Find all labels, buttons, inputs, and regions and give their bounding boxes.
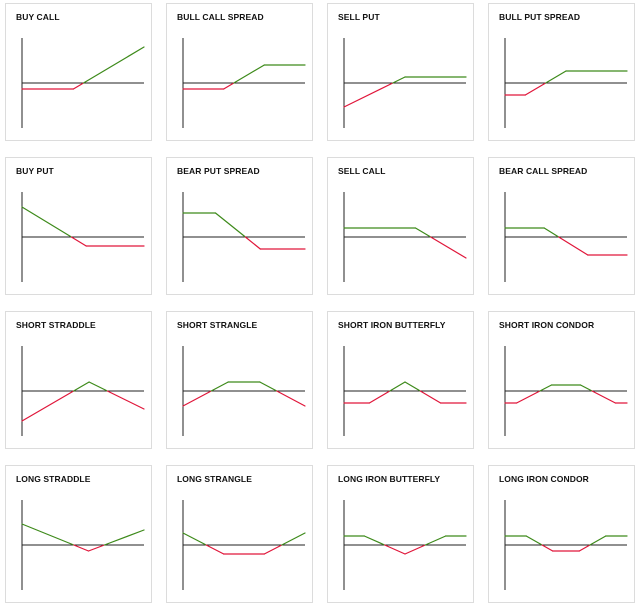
strategy-card-short-strangle[interactable]: SHORT STRANGLE <box>166 311 313 449</box>
payoff-segment-loss <box>430 236 467 259</box>
payoff-segment-loss <box>182 390 212 407</box>
payoff-segment-profit <box>543 227 560 238</box>
strategy-title: BULL CALL SPREAD <box>177 12 264 22</box>
payoff-segment-profit <box>414 227 432 238</box>
strategy-title: SELL PUT <box>338 12 380 22</box>
strategy-title: BEAR PUT SPREAD <box>177 166 260 176</box>
payoff-segment-profit <box>525 535 543 546</box>
strategy-card-short-iron-condor[interactable]: SHORT IRON CONDOR <box>488 311 635 449</box>
payoff-segment-loss <box>384 544 406 555</box>
strategy-card-long-strangle[interactable]: LONG STRANGLE <box>166 465 313 603</box>
payoff-diagram <box>343 38 467 128</box>
payoff-segment-loss <box>87 544 106 552</box>
payoff-segment-profit <box>539 384 553 392</box>
payoff-diagram <box>343 346 467 436</box>
payoff-segment-profit <box>424 535 447 546</box>
payoff-segment-loss <box>72 82 85 90</box>
payoff-diagram <box>21 346 145 436</box>
strategy-card-long-straddle[interactable]: LONG STRADDLE <box>5 465 152 603</box>
strategy-card-buy-call[interactable]: BUY CALL <box>5 3 152 141</box>
payoff-diagram <box>182 38 306 128</box>
payoff-segment-loss <box>21 390 75 422</box>
payoff-segment-loss <box>516 390 541 404</box>
strategy-title: SHORT STRADDLE <box>16 320 96 330</box>
strategy-title: SHORT IRON BUTTERFLY <box>338 320 446 330</box>
strategy-card-bear-put-spread[interactable]: BEAR PUT SPREAD <box>166 157 313 295</box>
payoff-segment-loss <box>541 544 554 552</box>
payoff-segment-loss <box>106 390 145 410</box>
payoff-segment-profit <box>579 384 593 392</box>
strategy-card-bear-call-spread[interactable]: BEAR CALL SPREAD <box>488 157 635 295</box>
strategy-card-short-iron-butterfly[interactable]: SHORT IRON BUTTERFLY <box>327 311 474 449</box>
payoff-segment-loss <box>578 544 591 552</box>
payoff-segment-profit <box>404 381 421 392</box>
payoff-diagram <box>21 38 145 128</box>
payoff-segment-loss <box>70 236 87 247</box>
payoff-diagram <box>504 500 628 590</box>
payoff-segment-profit <box>281 532 306 546</box>
payoff-diagram <box>182 192 306 282</box>
payoff-diagram <box>343 192 467 282</box>
payoff-segment-loss <box>419 390 442 404</box>
payoff-diagram <box>21 500 145 590</box>
strategy-title: LONG STRADDLE <box>16 474 91 484</box>
payoff-segment-profit <box>72 381 90 392</box>
payoff-segment-profit <box>363 535 386 546</box>
payoff-diagram <box>182 346 306 436</box>
payoff-segment-loss <box>276 390 306 407</box>
strategy-title: BULL PUT SPREAD <box>499 12 581 22</box>
payoff-segment-loss <box>404 544 426 555</box>
payoff-segment-profit <box>259 381 278 392</box>
strategy-card-buy-put[interactable]: BUY PUT <box>5 157 152 295</box>
payoff-segment-loss <box>244 236 261 250</box>
payoff-segment-loss <box>205 544 225 555</box>
strategy-card-bull-call-spread[interactable]: BULL CALL SPREAD <box>166 3 313 141</box>
payoff-segment-profit <box>214 212 247 238</box>
payoff-diagram <box>504 346 628 436</box>
payoff-segment-loss <box>73 544 90 552</box>
strategy-title: LONG IRON CONDOR <box>499 474 589 484</box>
payoff-segment-loss <box>263 544 283 555</box>
strategy-card-short-straddle[interactable]: SHORT STRADDLE <box>5 311 152 449</box>
strategy-title: BUY PUT <box>16 166 54 176</box>
payoff-diagram <box>182 500 306 590</box>
payoff-diagram <box>343 500 467 590</box>
strategy-card-long-iron-butterfly[interactable]: LONG IRON BUTTERFLY <box>327 465 474 603</box>
payoff-segment-profit <box>389 381 406 392</box>
payoff-segment-loss <box>223 82 235 90</box>
payoff-segment-profit <box>210 381 229 392</box>
payoff-segment-profit <box>88 381 109 392</box>
strategy-title: BEAR CALL SPREAD <box>499 166 588 176</box>
payoff-segment-profit <box>21 206 73 238</box>
payoff-diagram <box>504 38 628 128</box>
payoff-segment-loss <box>558 236 589 256</box>
payoff-segment-profit <box>182 532 207 546</box>
payoff-segment-loss <box>368 390 391 404</box>
strategy-title: LONG IRON BUTTERFLY <box>338 474 441 484</box>
payoff-segment-profit <box>545 70 567 84</box>
payoff-segment-profit <box>82 46 145 84</box>
strategy-title: SHORT STRANGLE <box>177 320 258 330</box>
strategy-card-sell-call[interactable]: SELL CALL <box>327 157 474 295</box>
payoff-segment-profit <box>233 64 265 84</box>
strategy-title: SHORT IRON CONDOR <box>499 320 595 330</box>
strategy-title: LONG STRANGLE <box>177 474 252 484</box>
strategy-title: BUY CALL <box>16 12 60 22</box>
strategy-card-bull-put-spread[interactable]: BULL PUT SPREAD <box>488 3 635 141</box>
payoff-segment-loss <box>524 82 547 96</box>
payoff-segment-profit <box>392 76 406 84</box>
payoff-segment-loss <box>591 390 617 404</box>
payoff-segment-loss <box>343 82 394 108</box>
strategy-title: SELL CALL <box>338 166 386 176</box>
payoff-diagram <box>504 192 628 282</box>
payoff-segment-profit <box>589 535 607 546</box>
strategy-card-sell-put[interactable]: SELL PUT <box>327 3 474 141</box>
payoff-segment-profit <box>21 523 75 546</box>
payoff-segment-profit <box>103 529 145 546</box>
strategy-card-long-iron-condor[interactable]: LONG IRON CONDOR <box>488 465 635 603</box>
payoff-diagram <box>21 192 145 282</box>
